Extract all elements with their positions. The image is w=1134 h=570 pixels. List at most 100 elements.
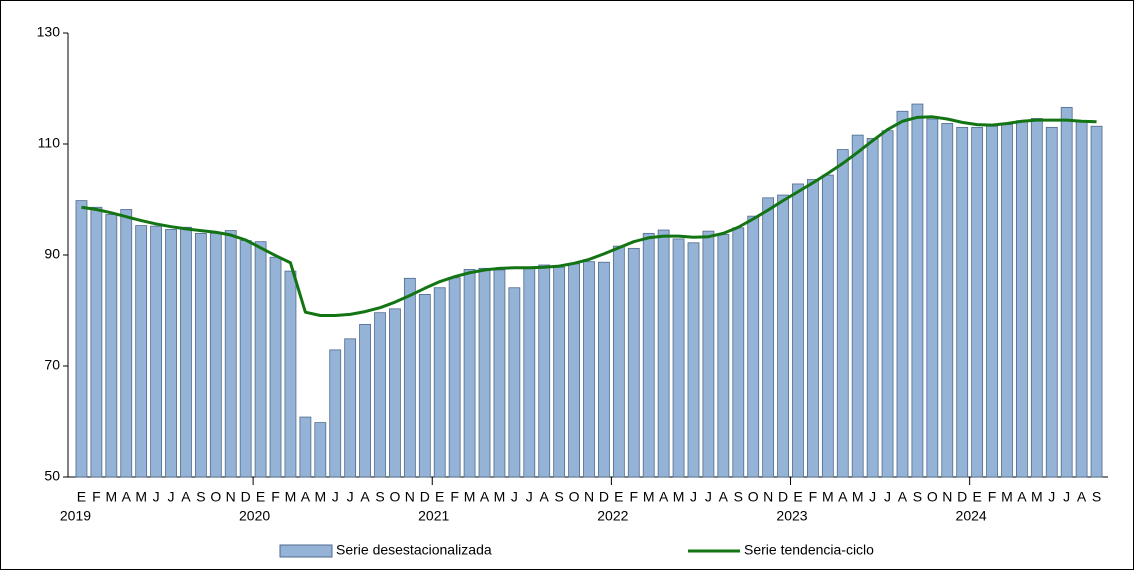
bar xyxy=(568,263,580,478)
bar xyxy=(150,225,163,478)
x-tick-label: J xyxy=(1063,489,1070,505)
bar xyxy=(194,232,207,478)
year-label: 2020 xyxy=(239,508,270,524)
x-tick-label: J xyxy=(347,489,354,505)
bar xyxy=(389,308,401,478)
x-tick-label: E xyxy=(972,489,981,505)
x-tick-label: A xyxy=(719,489,729,505)
bar xyxy=(314,422,327,478)
x-tick-label: J xyxy=(526,489,533,505)
bar xyxy=(463,269,476,478)
y-tick-label: 110 xyxy=(38,135,61,151)
bar xyxy=(807,179,819,478)
x-tick-label: O xyxy=(569,489,580,505)
bar xyxy=(1090,125,1103,478)
x-tick-label: J xyxy=(705,489,712,505)
x-tick-label: A xyxy=(1017,489,1027,505)
y-tick-label: 90 xyxy=(44,246,60,262)
year-label: 2024 xyxy=(956,508,987,524)
year-label: 2022 xyxy=(597,508,628,524)
bar xyxy=(627,247,640,478)
x-tick-label: A xyxy=(838,489,848,505)
x-tick-label: M xyxy=(464,489,476,505)
bar xyxy=(926,118,939,478)
bar xyxy=(165,229,177,478)
x-tick-label: E xyxy=(614,489,623,505)
x-tick-label: O xyxy=(210,489,221,505)
trend-line xyxy=(81,115,1097,317)
bar xyxy=(433,287,446,478)
x-tick-label: J xyxy=(153,489,160,505)
bar xyxy=(747,215,760,478)
bar xyxy=(732,227,745,478)
bar xyxy=(329,349,342,478)
bar xyxy=(299,416,312,478)
year-label: 2021 xyxy=(418,508,449,524)
bar xyxy=(583,261,595,478)
bar xyxy=(836,149,849,478)
x-tick-label: J xyxy=(690,489,697,505)
x-tick-label: F xyxy=(271,489,280,505)
x-tick-label: M xyxy=(135,489,147,505)
bar xyxy=(135,225,148,478)
x-tick-label: D xyxy=(957,489,967,505)
x-tick-label: M xyxy=(822,489,834,505)
y-tick-label: 130 xyxy=(37,24,61,40)
x-tick-label: D xyxy=(778,489,788,505)
x-tick-label: M xyxy=(643,489,655,505)
bar xyxy=(538,264,551,478)
x-tick-label: M xyxy=(494,489,506,505)
x-tick-label: O xyxy=(927,489,938,505)
bar xyxy=(1060,106,1073,478)
bar xyxy=(478,267,491,478)
bar xyxy=(911,103,924,478)
bar xyxy=(90,206,103,478)
x-tick-label: F xyxy=(450,489,459,505)
bar xyxy=(344,338,357,478)
bar xyxy=(224,230,237,478)
bar xyxy=(508,287,521,478)
bar xyxy=(717,234,730,478)
x-tick-label: F xyxy=(630,489,639,505)
x-tick-label: D xyxy=(599,489,609,505)
bar xyxy=(986,125,998,478)
x-tick-label: A xyxy=(1077,489,1087,505)
year-label: 2019 xyxy=(60,508,91,524)
x-tick-label: A xyxy=(480,489,490,505)
bar xyxy=(239,240,252,478)
bar xyxy=(448,277,461,478)
x-tick-label: M xyxy=(1031,489,1043,505)
bar xyxy=(762,197,775,478)
bar xyxy=(851,134,864,478)
x-tick-label: J xyxy=(884,489,891,505)
bar xyxy=(672,238,685,478)
x-tick-label: O xyxy=(389,489,400,505)
x-tick-label: N xyxy=(584,489,594,505)
legend-label: Serie desestacionalizada xyxy=(336,542,492,558)
year-label: 2023 xyxy=(776,508,807,524)
bar xyxy=(1001,124,1013,478)
bar xyxy=(418,294,431,478)
bar xyxy=(269,256,282,478)
x-tick-label: F xyxy=(809,489,818,505)
x-tick-label: A xyxy=(659,489,669,505)
x-tick-label: N xyxy=(763,489,773,505)
x-tick-label: N xyxy=(942,489,952,505)
bar xyxy=(687,242,700,478)
bar xyxy=(612,245,625,478)
bar xyxy=(75,200,88,478)
bar xyxy=(493,269,506,478)
x-tick-label: J xyxy=(869,489,876,505)
bar xyxy=(1015,120,1028,478)
legend-swatch xyxy=(279,544,333,558)
x-tick-label: M xyxy=(314,489,326,505)
bar xyxy=(881,130,894,478)
bar xyxy=(598,261,610,478)
bar xyxy=(553,266,566,478)
x-tick-label: S xyxy=(913,489,922,505)
x-tick-label: S xyxy=(1092,489,1101,505)
bar xyxy=(971,126,984,478)
bar xyxy=(209,232,222,478)
bar xyxy=(523,267,536,478)
bar xyxy=(1075,120,1088,478)
